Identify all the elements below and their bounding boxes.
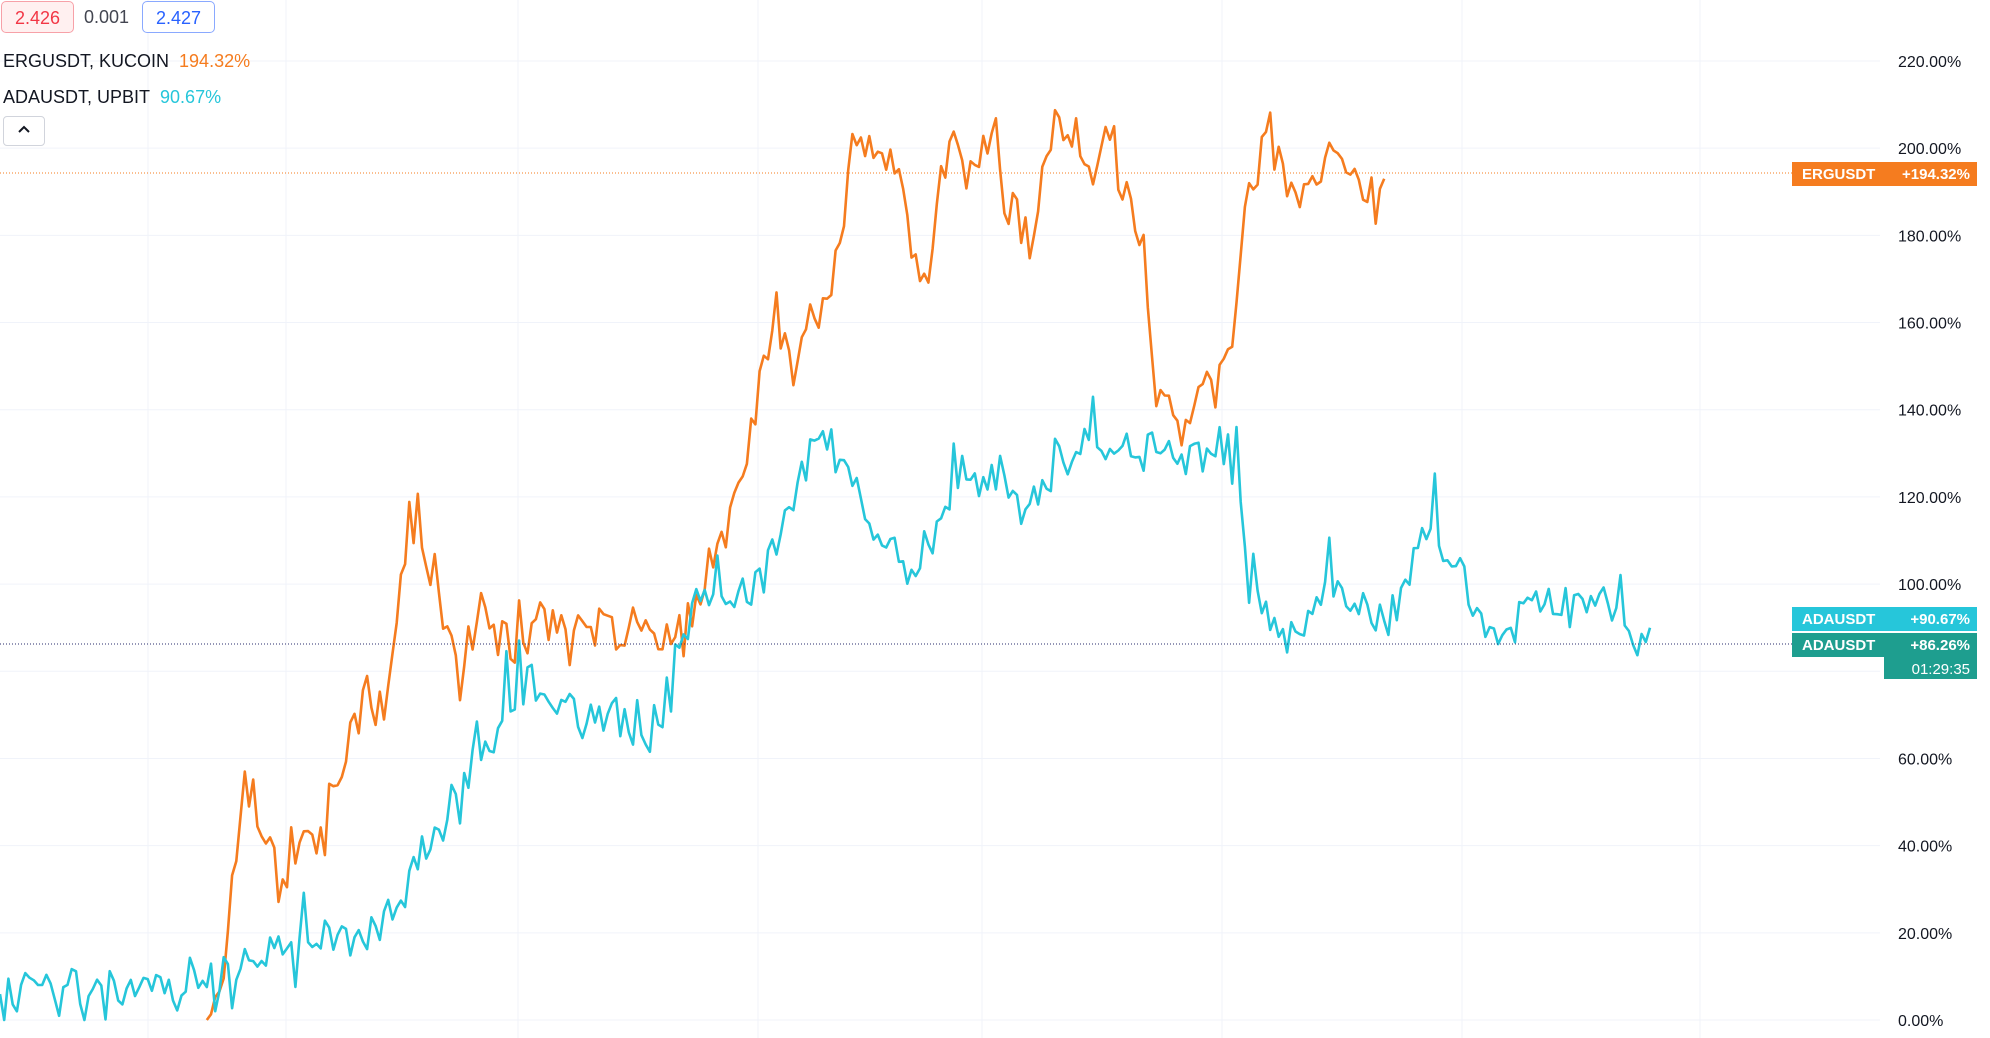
y-tick-label: 140.00% xyxy=(1898,403,1961,420)
y-tick-label: 60.00% xyxy=(1898,751,1952,768)
legend-ada-value: 90.67% xyxy=(160,87,222,107)
series-line-ergusdt xyxy=(205,108,1386,1021)
price-tags: ERGUSDT +194.32% ADAUSDT +90.67% ADAUSDT +86.… xyxy=(1792,162,1977,679)
erg-price-tag-name: ERGUSDT xyxy=(1802,166,1875,183)
legend-erg-value: 194.32% xyxy=(179,51,251,71)
y-axis[interactable]: 0.00%20.00%40.00%60.00%80.00%100.00%120.… xyxy=(1898,54,1961,1030)
legend-ada[interactable]: ADAUSDT, UPBIT 90.67% xyxy=(3,84,221,110)
chart-series-layer xyxy=(0,108,1652,1022)
series-line-adausdt xyxy=(0,395,1652,1022)
erg-price-tag: ERGUSDT +194.32% xyxy=(1792,162,1977,186)
sell-price-button[interactable]: 2.426 xyxy=(1,1,74,33)
ada-price-tag-name: ADAUSDT xyxy=(1802,611,1875,628)
legend-ada-symbol: ADAUSDT, UPBIT xyxy=(3,87,151,107)
y-tick-label: 100.00% xyxy=(1898,577,1961,594)
ada-current-price-tag-countdown: 01:29:35 xyxy=(1912,661,1970,678)
legend-erg-symbol: ERGUSDT, KUCOIN xyxy=(3,51,170,71)
chevron-up-icon xyxy=(18,125,30,133)
y-tick-label: 160.00% xyxy=(1898,316,1961,333)
ada-current-price-tag: ADAUSDT +86.26% 01:29:35 xyxy=(1792,633,1977,679)
spread-value: 0.001 xyxy=(84,7,130,27)
collapse-legend-button[interactable] xyxy=(3,116,45,146)
ada-current-price-tag-name: ADAUSDT xyxy=(1802,637,1875,654)
y-tick-label: 220.00% xyxy=(1898,54,1961,71)
y-tick-label: 40.00% xyxy=(1898,839,1952,856)
y-tick-label: 20.00% xyxy=(1898,926,1952,943)
chart-grid xyxy=(0,0,1880,1038)
y-tick-label: 0.00% xyxy=(1898,1013,1943,1030)
y-tick-label: 120.00% xyxy=(1898,490,1961,507)
y-tick-label: 180.00% xyxy=(1898,228,1961,245)
y-tick-label: 200.00% xyxy=(1898,141,1961,158)
erg-price-tag-value: +194.32% xyxy=(1902,166,1970,183)
legend-erg[interactable]: ERGUSDT, KUCOIN 194.32% xyxy=(3,48,250,74)
ada-price-tag-value: +90.67% xyxy=(1910,611,1970,628)
buy-price-button[interactable]: 2.427 xyxy=(142,1,215,33)
ada-current-price-tag-value: +86.26% xyxy=(1910,637,1970,654)
ada-price-tag: ADAUSDT +90.67% xyxy=(1792,607,1977,631)
